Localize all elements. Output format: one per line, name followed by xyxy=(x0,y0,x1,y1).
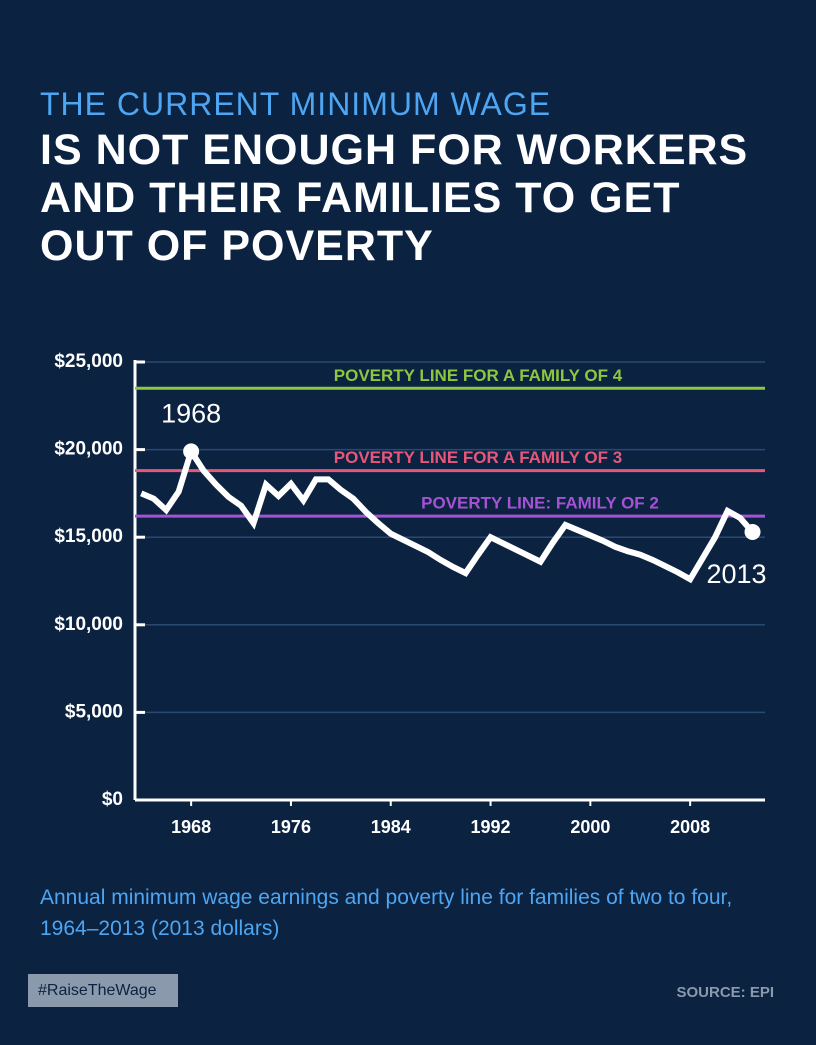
annotation: 1968 xyxy=(161,398,221,428)
title-line: OUT OF POVERTY xyxy=(40,222,434,270)
reference-label: POVERTY LINE FOR A FAMILY OF 3 xyxy=(334,448,622,467)
source: SOURCE: EPI xyxy=(676,984,774,1001)
y-tick-label: $15,000 xyxy=(54,526,123,547)
y-tick-label: $20,000 xyxy=(54,439,123,460)
wage-line xyxy=(140,444,755,584)
x-tick-label: 1992 xyxy=(471,817,511,837)
y-tick-label: $0 xyxy=(102,789,123,810)
y-tick-label: $25,000 xyxy=(54,351,123,372)
caption: Annual minimum wage earnings and poverty… xyxy=(40,886,733,940)
reference-label: POVERTY LINE FOR A FAMILY OF 4 xyxy=(334,366,623,385)
title-line: AND THEIR FAMILIES TO GET xyxy=(40,174,681,222)
chart: $0 $5,000 $10,000 $15,000 $20,000 $25,000 1968… xyxy=(54,351,766,837)
title-line: IS NOT ENOUGH FOR WORKERS xyxy=(40,126,749,174)
reference-label: POVERTY LINE: FAMILY OF 2 xyxy=(421,494,659,513)
highlight-point xyxy=(183,443,200,460)
highlight-point xyxy=(744,523,761,540)
x-tick-label: 2008 xyxy=(670,817,710,837)
x-tick-label: 1984 xyxy=(371,817,411,837)
x-tick-label: 1976 xyxy=(271,817,311,837)
hashtag: #RaiseTheWage xyxy=(28,974,178,1007)
annotation: 2013 xyxy=(706,559,766,589)
kicker: THE CURRENT MINIMUM WAGE xyxy=(40,86,552,122)
x-tick-label: 1968 xyxy=(171,817,211,837)
y-tick-label: $5,000 xyxy=(65,701,123,722)
y-tick-label: $10,000 xyxy=(54,614,123,635)
x-tick-label: 2000 xyxy=(570,817,610,837)
